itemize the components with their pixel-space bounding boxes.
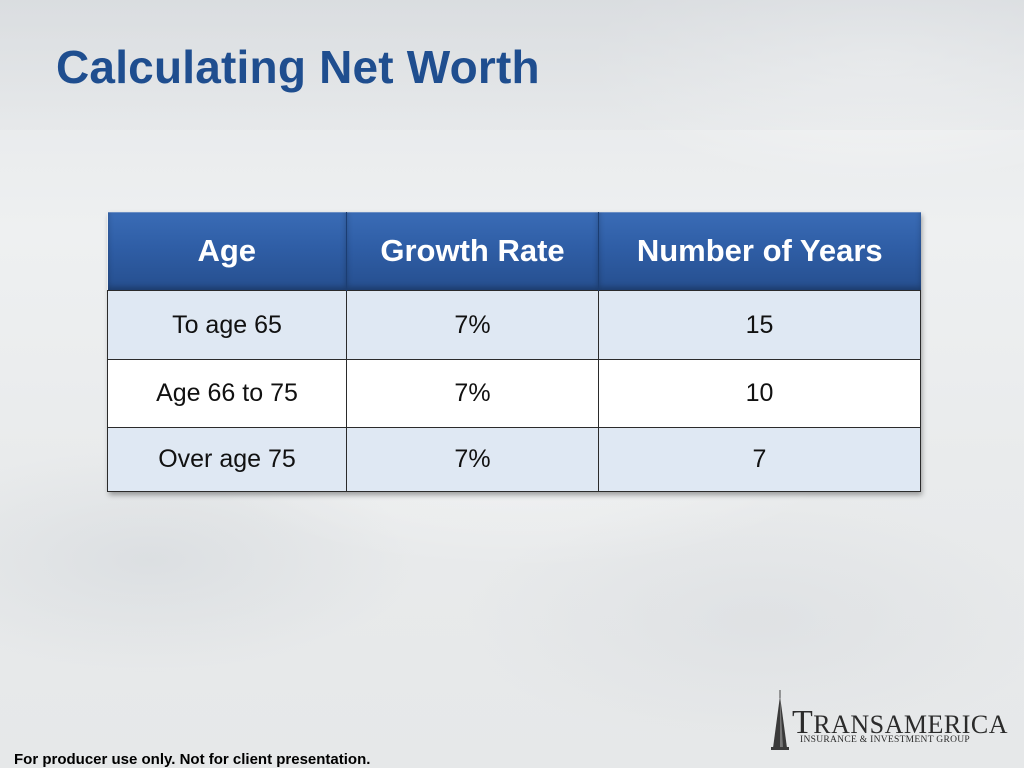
cell-growth-rate: 7% — [346, 427, 599, 492]
cell-age: To age 65 — [107, 290, 347, 360]
slide-title: Calculating Net Worth — [56, 41, 540, 93]
table-row: Age 66 to 75 7% 10 — [107, 359, 921, 428]
header-number-of-years: Number of Years — [598, 212, 921, 291]
cell-age: Age 66 to 75 — [107, 359, 347, 428]
logo-initial: T — [792, 704, 814, 741]
logo-name-rest: RANSAMERICA — [813, 710, 1009, 739]
cell-number-of-years: 10 — [598, 359, 921, 428]
header-growth-rate: Growth Rate — [346, 212, 599, 291]
title-band — [0, 0, 1024, 130]
table-row: To age 65 7% 15 — [107, 290, 921, 360]
footer-disclaimer: For producer use only. Not for client pr… — [14, 751, 371, 768]
data-table-container: Age Growth Rate Number of Years To age 6… — [107, 212, 921, 492]
logo-wordmark: TRANSAMERICA — [792, 704, 1008, 742]
cell-number-of-years: 15 — [598, 290, 921, 360]
transamerica-logo: TRANSAMERICA INSURANCE & INVESTMENT GROU… — [770, 690, 1008, 752]
cell-growth-rate: 7% — [346, 359, 599, 428]
pyramid-tower-icon — [771, 690, 789, 750]
net-worth-table: Age Growth Rate Number of Years To age 6… — [107, 212, 921, 492]
cell-growth-rate: 7% — [346, 290, 599, 360]
cell-number-of-years: 7 — [598, 427, 921, 492]
header-age: Age — [107, 212, 347, 291]
cell-age: Over age 75 — [107, 427, 347, 492]
logo-tagline: INSURANCE & INVESTMENT GROUP — [800, 735, 970, 745]
table-header-row: Age Growth Rate Number of Years — [107, 212, 921, 291]
table-row: Over age 75 7% 7 — [107, 427, 921, 492]
